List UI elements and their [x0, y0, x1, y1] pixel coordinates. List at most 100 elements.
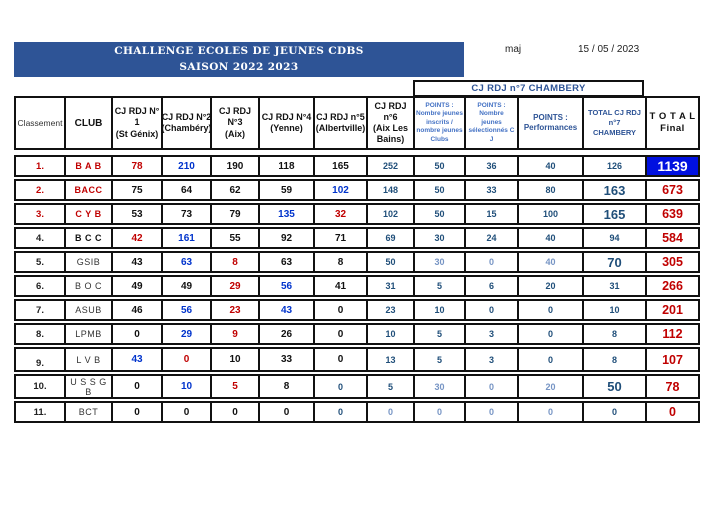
cell-text: 126: [606, 161, 623, 171]
cell-text: 8: [232, 256, 238, 268]
table-cell: 50: [368, 253, 415, 271]
cell-text: 31: [385, 281, 396, 291]
cell-text: 673: [662, 183, 683, 197]
table-cell: 0: [519, 325, 584, 343]
table-cell: 10: [163, 376, 212, 397]
table-cell: 10: [584, 301, 647, 319]
table-cell: 20: [519, 277, 584, 295]
table-cell: 126: [584, 157, 647, 175]
cell-text: BCT: [78, 407, 99, 417]
cell-text: 4.: [36, 232, 44, 244]
cell-text: 10: [385, 329, 396, 339]
cell-text: 9: [232, 328, 238, 340]
cell-text: Classement: [17, 118, 63, 128]
cell-text: 9.: [36, 358, 44, 369]
cell-text: CJ RDJ N°3 (Aix): [218, 106, 251, 139]
cell-text: 50: [434, 185, 445, 195]
cell-text: 0: [488, 407, 494, 417]
table-cell: 6: [466, 277, 519, 295]
cell-text: 1.: [36, 160, 44, 172]
table-cell: 0: [415, 403, 466, 421]
table-cell: 135: [260, 205, 315, 223]
cell-text: 6.: [36, 280, 44, 292]
table-cell: 62: [212, 181, 260, 199]
cell-text: 135: [278, 208, 295, 220]
column-header: CJ RDJ n°6 (Aix Les Bains): [368, 98, 415, 148]
cell-text: 0: [134, 328, 140, 340]
cell-text: 10: [229, 354, 241, 365]
table-cell: 49: [163, 277, 212, 295]
table-cell: 0: [113, 376, 163, 397]
cell-text: 50: [434, 161, 445, 171]
cell-text: 0: [183, 406, 190, 418]
cell-text: GSIB: [76, 257, 101, 267]
cell-text: 0: [669, 405, 676, 419]
table-cell: 584: [647, 229, 698, 247]
cell-text: 63: [280, 256, 293, 268]
cell-text: 0: [337, 328, 344, 340]
cell-text: 0: [337, 304, 344, 316]
cell-text: 64: [180, 184, 193, 196]
cell-text: ASUB: [75, 305, 102, 315]
table-cell: 190: [212, 157, 260, 175]
cell-text: T O T A L Final: [649, 110, 696, 134]
cell-text: L V B: [76, 354, 101, 365]
cell-text: 31: [609, 281, 620, 291]
cell-text: 165: [332, 160, 349, 172]
table-cell: 0: [315, 349, 368, 370]
cell-text: 0: [183, 354, 190, 365]
table-cell: 56: [260, 277, 315, 295]
table-cell: 5: [415, 325, 466, 343]
table-cell: 10.: [16, 376, 66, 397]
cell-text: 161: [178, 232, 195, 244]
cell-text: 11.: [33, 406, 47, 418]
table-cell: 6.: [16, 277, 66, 295]
column-header: Classement: [16, 98, 66, 148]
cell-text: 8: [337, 256, 344, 268]
column-header: CLUB: [66, 98, 113, 148]
cell-text: LPMB: [75, 329, 102, 339]
column-header: CJ RDJ n°5 (Albertville): [315, 98, 368, 148]
cell-text: CLUB: [74, 117, 103, 129]
cell-text: 5: [436, 354, 442, 365]
cell-text: 5: [436, 281, 442, 291]
cell-text: 69: [385, 233, 396, 243]
cell-text: 15: [486, 209, 497, 219]
table-cell: 50: [584, 376, 647, 397]
cell-text: 63: [180, 256, 193, 268]
table-cell: 0: [315, 301, 368, 319]
cell-text: 10: [180, 381, 193, 392]
cell-text: 5: [387, 381, 393, 392]
column-header: TOTAL CJ RDJ n°7 CHAMBERY: [584, 98, 647, 148]
table-row: 4. B C C 42 161 55 92 71 69 30 24 40 94 584: [14, 227, 700, 249]
table-cell: 0: [113, 325, 163, 343]
table-cell: 8.: [16, 325, 66, 343]
cell-text: 165: [603, 206, 626, 222]
update-date: 15 / 05 / 2023: [578, 44, 640, 55]
table-cell: 50: [415, 157, 466, 175]
cell-text: 20: [545, 281, 556, 291]
table-cell: 102: [368, 205, 415, 223]
table-row: 10. U S S G B 0 10 5 8 0 5 30 0 20 50 78: [14, 374, 700, 399]
table-cell: 43: [113, 253, 163, 271]
table-cell: 10: [368, 325, 415, 343]
table-cell: 1139: [647, 157, 698, 175]
cell-text: CJ RDJ n°6 (Aix Les Bains): [372, 100, 408, 145]
table-cell: 40: [519, 157, 584, 175]
table-cell: U S S G B: [66, 376, 113, 397]
table-cell: 31: [368, 277, 415, 295]
table-cell: 23: [368, 301, 415, 319]
table-cell: 30: [415, 376, 466, 397]
table-cell: 1.: [16, 157, 66, 175]
cell-text: 79: [229, 208, 241, 220]
cell-text: 639: [662, 207, 683, 221]
cell-text: 584: [662, 231, 683, 245]
cell-text: 56: [280, 280, 293, 292]
table-cell: 0: [315, 376, 368, 397]
table-cell: 63: [260, 253, 315, 271]
cell-text: 0: [488, 381, 494, 392]
cell-text: CJ RDJ n°5 (Albertville): [315, 111, 366, 133]
table-cell: 10: [212, 349, 260, 370]
table-cell: 43: [113, 349, 163, 370]
cell-text: 53: [131, 208, 143, 220]
